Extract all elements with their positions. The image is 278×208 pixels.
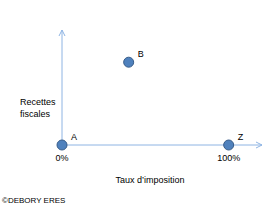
points	[57, 57, 234, 150]
x-axis-label: Taux d’imposition	[115, 175, 184, 185]
y-axis-label-line: fiscales	[20, 109, 51, 119]
point	[224, 140, 234, 150]
x-tick-label: 0%	[55, 153, 68, 163]
point-label: A	[71, 132, 77, 142]
point	[124, 57, 134, 67]
copyright: ©DEBORY ERES	[2, 196, 65, 205]
y-axis-label-line: Recettes	[20, 97, 56, 107]
point-label: Z	[238, 132, 244, 142]
chart: 0% 100% Recettes fiscales Taux d’imposition A…	[0, 0, 278, 208]
x-tick-label: 100%	[217, 153, 240, 163]
point-label: B	[138, 49, 144, 59]
y-axis	[62, 30, 63, 145]
point	[57, 140, 67, 150]
y-axis-label: Recettes fiscales	[20, 97, 56, 119]
